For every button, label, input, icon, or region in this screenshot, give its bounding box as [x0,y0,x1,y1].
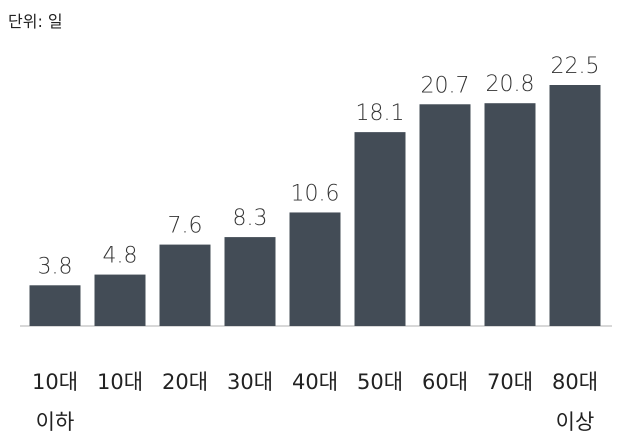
x-tick-label: 30대 [226,370,274,394]
x-tick-label: 50대 [356,370,404,394]
value-label: 20.7 [421,73,470,98]
value-label: 8.3 [233,206,268,231]
bar [29,285,81,326]
bar [484,103,536,326]
bar [354,132,406,326]
x-tick-label: 10대 [96,370,144,394]
bar [159,244,211,326]
value-label: 7.6 [168,214,203,239]
x-tick-label: 60대 [421,370,469,394]
x-tick-label: 20대 [161,370,209,394]
x-tick-label: 80대 이상 [551,370,599,434]
bar [549,85,601,326]
x-tick-label: 70대 [486,370,534,394]
bar [94,274,146,326]
bar [224,237,276,326]
value-label: 4.8 [103,244,138,269]
value-label: 20.8 [486,72,535,97]
x-tick-label: 40대 [291,370,339,394]
unit-label: 단위: 일 [8,12,63,31]
x-tick-label: 10대 이하 [31,370,79,434]
bar [289,212,341,326]
value-label: 10.6 [291,181,340,206]
value-label: 18.1 [356,101,405,126]
value-label: 3.8 [38,254,73,279]
bar [419,104,471,326]
value-label: 22.5 [551,54,600,79]
